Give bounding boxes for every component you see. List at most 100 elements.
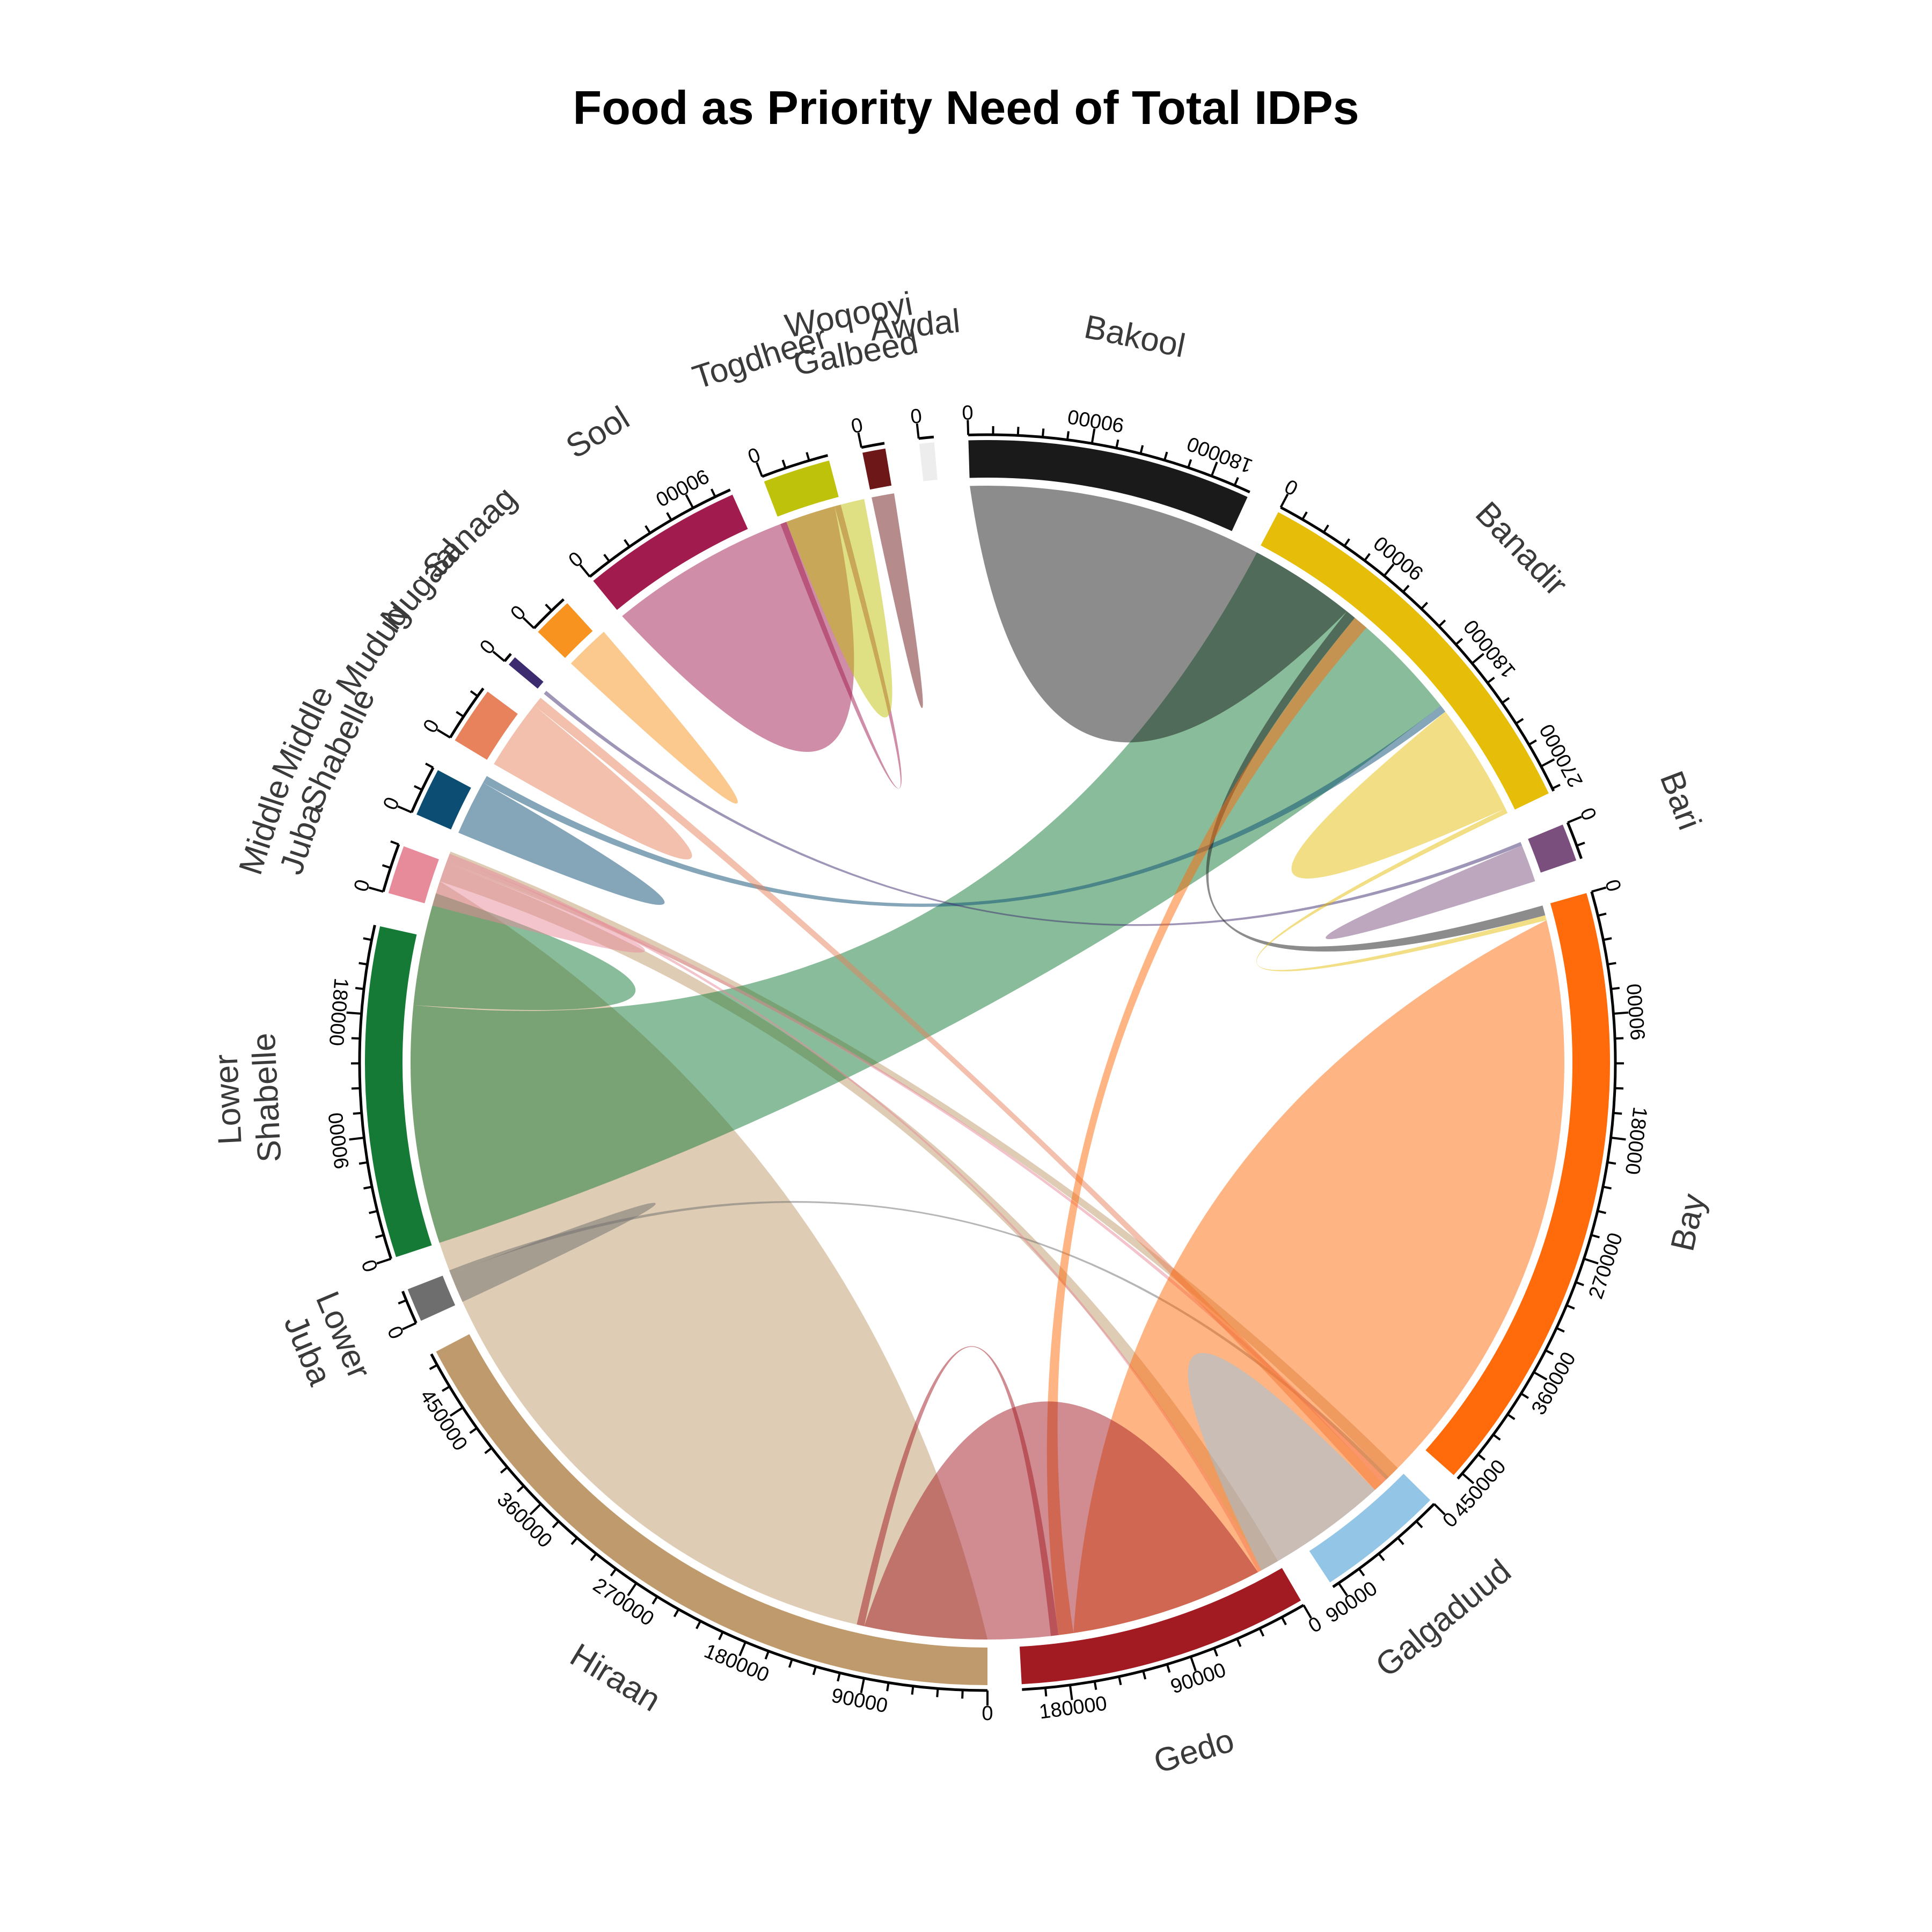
- sector-axis-nugaal: [503, 653, 512, 662]
- tick-mark: [1364, 553, 1371, 561]
- tick-mark: [397, 805, 412, 814]
- tick-mark: [1142, 1670, 1147, 1680]
- tick-mark: [1358, 1568, 1365, 1577]
- tick-mark: [1566, 1304, 1575, 1310]
- tick-mark: [860, 1678, 866, 1694]
- tick-mark: [436, 729, 451, 739]
- tick-mark: [936, 1688, 939, 1697]
- sector-galgaduud: [1309, 1474, 1431, 1583]
- tick-label: 0: [356, 1257, 382, 1275]
- tick-mark: [1614, 1087, 1624, 1090]
- tick-mark: [764, 1650, 770, 1660]
- tick-mark: [718, 1631, 724, 1641]
- tick-mark: [685, 494, 694, 509]
- sector-middle_juba: [388, 846, 439, 904]
- tick-mark: [375, 1234, 384, 1239]
- tick-mark: [1302, 1604, 1312, 1619]
- tick-mark: [1016, 427, 1020, 436]
- tick-mark: [1583, 1257, 1599, 1265]
- ribbon-lower_shabelle-to-lower_shabelle: [413, 893, 636, 1011]
- tick-mark: [1603, 937, 1612, 941]
- tick-mark: [603, 553, 610, 562]
- ribbon-woqooyi_galbeed-to-woqooyi_galbeed: [872, 493, 923, 708]
- tick-label: 0: [1601, 877, 1626, 894]
- tick-mark: [351, 1037, 360, 1040]
- tick-mark: [484, 1447, 493, 1454]
- ribbon-bakool-to-bay: [1206, 611, 1546, 952]
- ribbon-bari-to-bari: [1326, 845, 1535, 939]
- tick-mark: [1066, 431, 1070, 440]
- tick-label: 90000: [1168, 1659, 1229, 1699]
- tick-mark: [1115, 439, 1119, 449]
- tick-mark: [1607, 962, 1616, 965]
- tick-mark: [738, 1641, 747, 1657]
- tick-mark: [1378, 1553, 1385, 1561]
- tick-label: 180000: [325, 977, 353, 1047]
- tick-mark: [398, 1299, 407, 1305]
- tick-mark: [781, 459, 787, 469]
- tick-mark: [1210, 462, 1218, 477]
- sector-label-lower_juba: LowerJuba: [273, 1286, 378, 1399]
- tick-label: 90000: [325, 1111, 354, 1170]
- tick-mark: [1591, 886, 1607, 893]
- tick-mark: [1383, 564, 1395, 577]
- tick-mark: [1233, 477, 1239, 486]
- tick-mark: [710, 488, 716, 497]
- tick-mark: [376, 1257, 392, 1265]
- tick-mark: [916, 423, 920, 439]
- sector-axis-middle_shabelle: [410, 767, 435, 813]
- tick-mark: [1258, 1628, 1265, 1637]
- tick-mark: [1575, 1281, 1584, 1286]
- ribbon-galgaduud-to-galgaduud: [1188, 1353, 1375, 1571]
- tick-mark: [358, 1161, 368, 1165]
- tick-mark: [1118, 1676, 1122, 1686]
- tick-mark: [413, 785, 423, 791]
- tick-label: 90000: [1066, 405, 1125, 436]
- tick-mark: [1213, 1648, 1219, 1657]
- tick-mark: [402, 1322, 417, 1330]
- tick-mark: [1533, 1371, 1548, 1381]
- ribbon-layer: [410, 485, 1564, 1640]
- tick-label: 270000: [1535, 720, 1587, 791]
- tick-mark: [1461, 1473, 1475, 1484]
- tick-mark: [363, 937, 372, 941]
- sector-label-lower_shabelle: LowerShabelle: [207, 1032, 289, 1165]
- tick-mark: [1091, 428, 1096, 444]
- ribbon-middle_shabelle-to-middle_shabelle: [458, 782, 665, 905]
- tick-mark: [857, 433, 863, 448]
- tick-mark: [1163, 451, 1168, 461]
- tick-mark: [552, 1520, 560, 1528]
- tick-label: 0: [1576, 804, 1601, 823]
- tick-mark: [346, 1011, 362, 1015]
- tick-mark: [522, 617, 535, 630]
- ribbon-sanaag-to-sanaag: [570, 632, 738, 804]
- tick-mark: [1433, 1503, 1446, 1516]
- tick-mark: [425, 763, 434, 769]
- tick-mark: [1613, 1111, 1622, 1115]
- tick-mark: [610, 1568, 617, 1577]
- sector-axis-awdal: [918, 435, 934, 440]
- tick-mark: [1301, 511, 1308, 520]
- tick-mark: [837, 1672, 841, 1682]
- tick-label: 0: [744, 443, 763, 468]
- tick-mark: [1567, 816, 1582, 824]
- tick-mark: [492, 650, 506, 662]
- tick-mark: [812, 1666, 817, 1675]
- chart-title: Food as Priority Need of Total IDPs: [573, 81, 1359, 134]
- tick-mark: [1280, 1616, 1287, 1626]
- tick-mark: [1166, 1664, 1171, 1673]
- tick-mark: [1602, 1185, 1612, 1190]
- tick-mark: [756, 462, 763, 477]
- sector-layer: [346, 420, 1629, 1706]
- tick-mark: [1492, 1433, 1501, 1441]
- sector-axis-sanaag: [533, 598, 565, 630]
- tick-label: 0: [982, 1702, 993, 1725]
- tick-mark: [645, 525, 652, 534]
- tick-mark: [358, 962, 368, 965]
- tick-label: 0: [349, 877, 374, 894]
- tick-mark: [1438, 619, 1446, 627]
- ribbon-gedo-to-bay: [857, 1346, 1059, 1636]
- tick-mark: [449, 1407, 464, 1417]
- tick-mark: [1540, 758, 1555, 767]
